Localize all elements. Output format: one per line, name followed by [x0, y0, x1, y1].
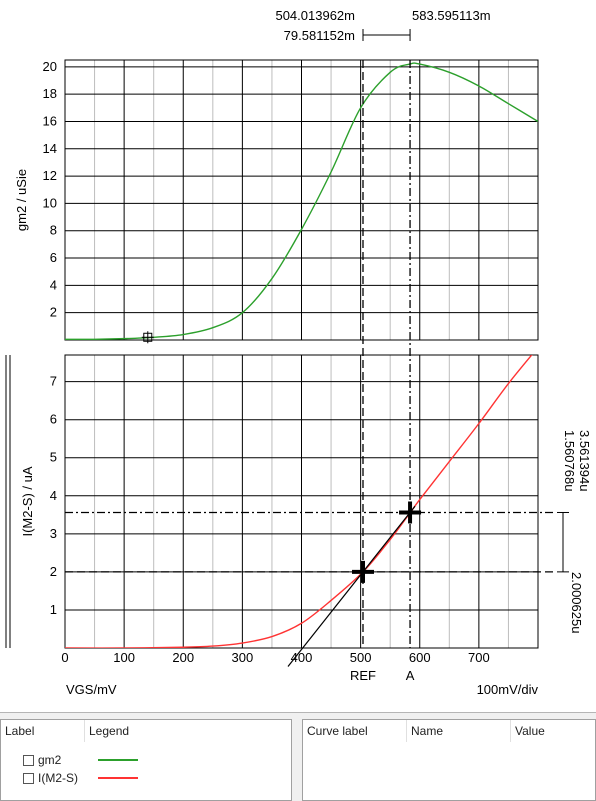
top-ytick-label: 14: [43, 141, 57, 156]
legend-col-label[interactable]: Label: [1, 720, 85, 742]
legend-checkbox-gm2[interactable]: [23, 754, 34, 766]
top-ytick-label: 6: [50, 250, 57, 265]
tangent-line: [287, 505, 416, 667]
bottom-plot-frame: [64, 354, 539, 649]
x-axis-label: VGS/mV: [66, 682, 117, 697]
cursor-ref-x-value: 504.013962m: [275, 8, 355, 23]
bottom-y-axis-label: I(M2-S) / uA: [20, 466, 35, 536]
x-tick-label: 500: [350, 650, 372, 665]
bottom-plot-grid: [65, 355, 538, 648]
cursor-ref-y-value: 2.000625u: [569, 572, 584, 633]
x-tick-label: 100: [113, 650, 135, 665]
bottom-ytick-label: 7: [50, 374, 57, 389]
legend-label-im2s: I(M2-S): [38, 771, 78, 785]
legend-row-gm2[interactable]: gm2: [23, 752, 138, 768]
curve-col-name[interactable]: Name: [407, 720, 511, 742]
top-ytick-label: 10: [43, 195, 57, 210]
cursor-a-y-value: 3.561394u: [577, 430, 592, 491]
legend-swatch-im2s: [98, 777, 138, 779]
bottom-ytick-label: 6: [50, 412, 57, 427]
top-plot-frame: [64, 59, 539, 341]
x-scale-label: 100mV/div: [477, 682, 539, 697]
curve-col-label[interactable]: Curve label: [303, 720, 407, 742]
axis-group-bars: [5, 355, 11, 648]
bottom-ytick-label: 5: [50, 450, 57, 465]
cursor-dy-value: 1.560768u: [562, 430, 577, 491]
legend-col-legend[interactable]: Legend: [89, 724, 130, 738]
x-tick-label: 300: [232, 650, 254, 665]
top-y-axis-label: gm2 / uSie: [14, 169, 29, 231]
top-ytick-label: 18: [43, 86, 57, 101]
cursor-lines[interactable]: [65, 60, 556, 667]
top-ytick-label: 20: [43, 59, 57, 74]
bottom-panels: Label Legend gm2 I(M2-S) Curve label Nam…: [0, 712, 596, 801]
x-tick-label: 0: [61, 650, 68, 665]
cursor-ref-label: REF: [350, 668, 376, 683]
top-ytick-label: 2: [50, 305, 57, 320]
top-ytick-label: 12: [43, 168, 57, 183]
top-ytick-label: 8: [50, 223, 57, 238]
x-tick-label: 700: [468, 650, 490, 665]
legend-swatch-gm2: [98, 759, 138, 761]
cursor-dx-value: 79.581152m: [284, 28, 355, 43]
curve-col-value[interactable]: Value: [515, 724, 545, 738]
top-ytick-label: 16: [43, 113, 57, 128]
legend-label-gm2: gm2: [38, 753, 62, 767]
top-ytick-label: 4: [50, 277, 57, 292]
legend-checkbox-im2s[interactable]: [23, 772, 34, 784]
x-tick-labels: 0 100 200 300 400 500 600 700: [61, 650, 489, 665]
curve-im2s: [65, 355, 533, 648]
bottom-ytick-label: 2: [50, 564, 57, 579]
cursor-a-x-value: 583.595113m: [412, 8, 491, 23]
legend-row-im2s[interactable]: I(M2-S): [23, 770, 138, 786]
legend-panel: Label Legend gm2 I(M2-S): [0, 719, 292, 801]
cursor-a-label: A: [406, 668, 415, 683]
top-plot-grid: [65, 60, 538, 340]
bottom-ytick-label: 3: [50, 526, 57, 541]
top-y-tick-labels: 2 4 6 8 10 12 14 16 18 20: [43, 59, 57, 320]
x-tick-label: 600: [409, 650, 431, 665]
cursor-readouts: 504.013962m 583.595113m 79.581152m REF A 3.56…: [275, 8, 592, 683]
bottom-ytick-label: 4: [50, 488, 57, 503]
curves: [65, 62, 538, 648]
bottom-y-tick-labels: 1 2 3 4 5 6 7: [50, 374, 57, 617]
x-tick-label: 200: [172, 650, 194, 665]
curve-info-panel: Curve label Name Value: [302, 719, 596, 801]
x-tick-label: 400: [291, 650, 313, 665]
bottom-ytick-label: 1: [50, 602, 57, 617]
